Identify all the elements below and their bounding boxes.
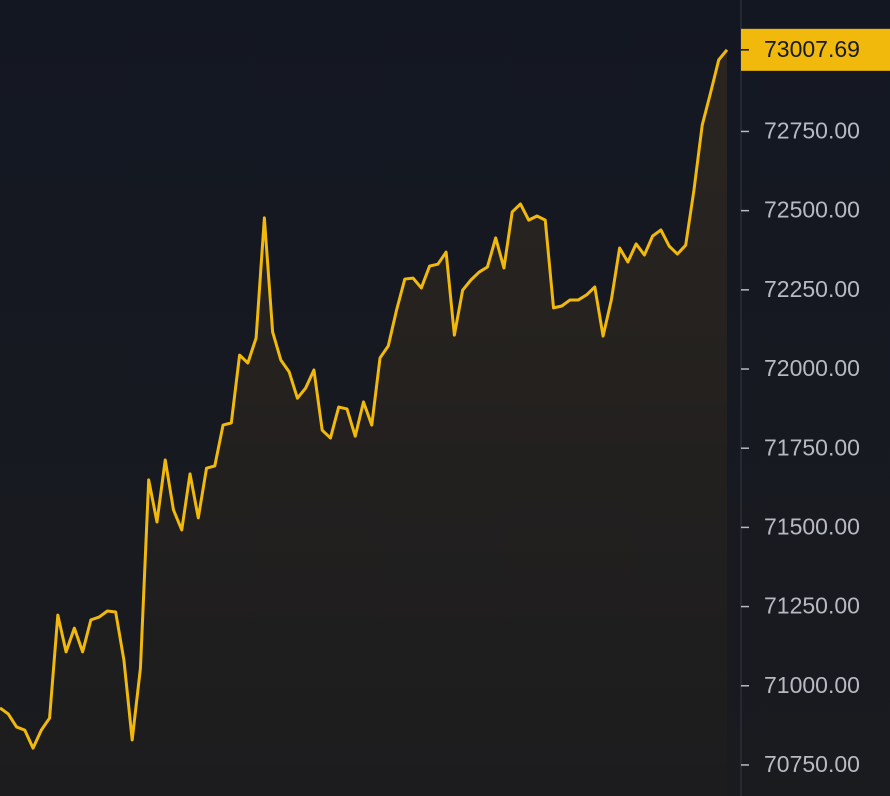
y-tick-label: 72250.00 [764, 276, 860, 302]
y-tick-label: 72000.00 [764, 355, 860, 381]
y-tick-label: 72500.00 [764, 197, 860, 223]
y-tick-label: 72750.00 [764, 118, 860, 144]
price-line [0, 48, 729, 750]
last-price-label: 73007.69 [764, 36, 860, 62]
y-tick-label: 71500.00 [764, 513, 860, 539]
y-tick-label: 71750.00 [764, 434, 860, 460]
area-fill [0, 49, 727, 796]
last-price-box [741, 28, 890, 71]
y-tick-label: 71000.00 [764, 672, 860, 698]
y-tick-label: 70750.00 [764, 751, 860, 777]
y-tick-label: 71250.00 [764, 593, 860, 619]
